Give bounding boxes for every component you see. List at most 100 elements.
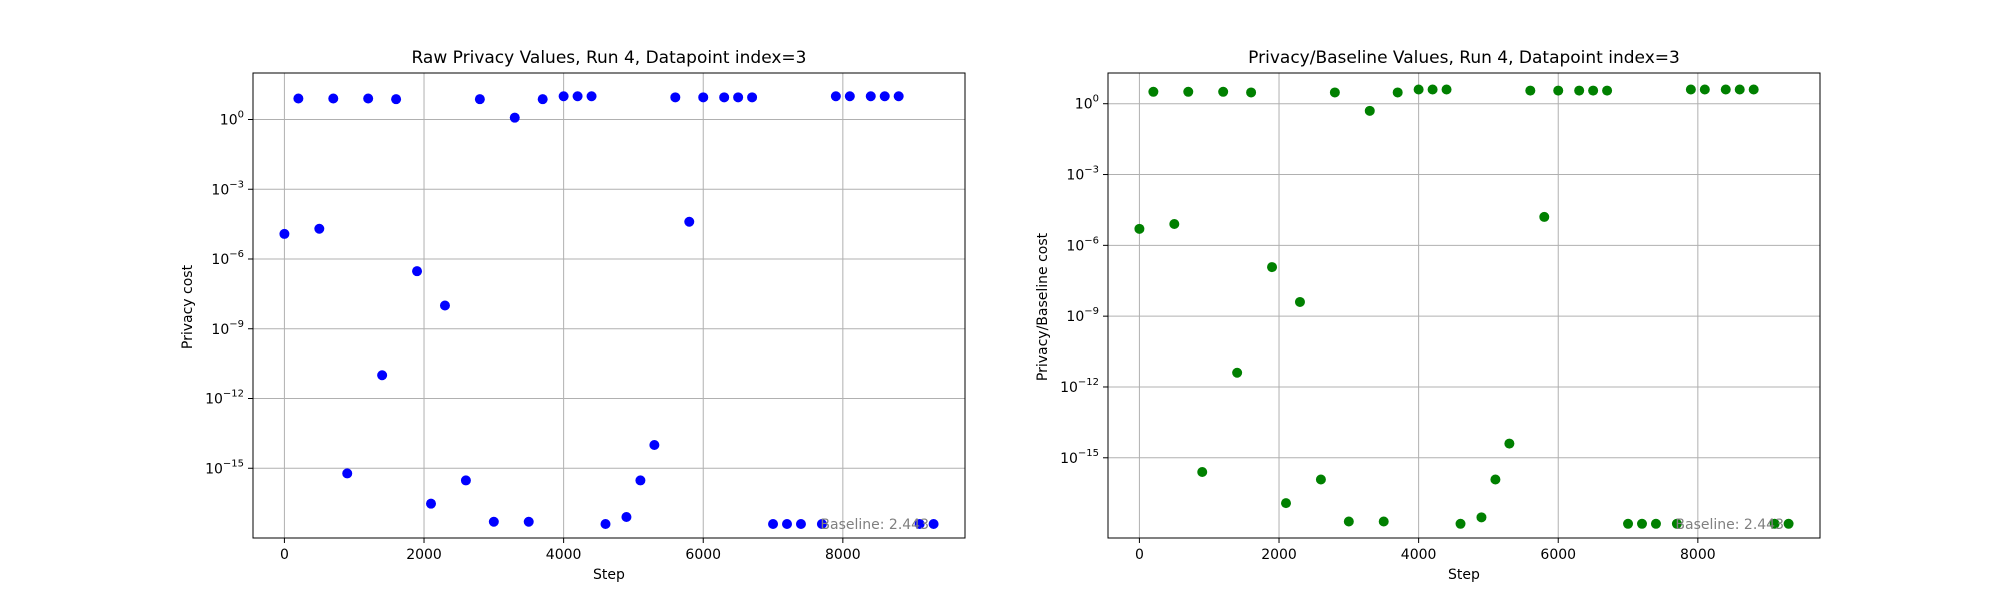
data-point — [509, 112, 520, 123]
data-point — [1685, 84, 1696, 95]
data-point — [865, 91, 876, 102]
y-tick-label: 10−15 — [205, 458, 244, 477]
data-point — [830, 91, 841, 102]
data-point — [1148, 86, 1159, 97]
y-tick-label: 10−9 — [1066, 306, 1099, 325]
x-tick-label: 8000 — [1680, 547, 1716, 563]
data-point — [684, 216, 695, 227]
y-tick-label: 10−9 — [211, 319, 244, 338]
data-point — [1602, 85, 1613, 96]
baseline-annotation: Baseline: 2.443 — [820, 517, 929, 533]
data-point — [1504, 438, 1515, 449]
data-point — [1413, 84, 1424, 95]
x-tick-label: 4000 — [1401, 547, 1437, 563]
data-point — [363, 93, 374, 104]
data-point — [1748, 84, 1759, 95]
right-chart: Privacy/Baseline Values, Run 4, Datapoin… — [1035, 48, 1821, 583]
data-point — [1588, 85, 1599, 96]
data-point — [670, 92, 681, 103]
left-y-axis-label: Privacy cost — [180, 264, 196, 349]
data-point — [768, 519, 779, 530]
data-point — [1329, 87, 1340, 98]
data-point — [795, 519, 806, 530]
data-point — [1392, 87, 1403, 98]
x-tick-label: 0 — [280, 547, 289, 563]
plot-frame — [1107, 72, 1821, 539]
data-point — [1232, 367, 1243, 378]
data-point — [914, 519, 925, 530]
data-point — [377, 370, 388, 381]
data-point — [1134, 223, 1145, 234]
right-plot-area: 0 2000 4000 6000 8000 10−15 10−12 10−9 10−6 10−3 1… — [1060, 72, 1821, 563]
data-point — [1637, 518, 1647, 529]
left-plot-area: 0 2000 4000 6000 8000 10−15 10−12 10−9 10−6 10−3 1… — [205, 72, 966, 563]
y-tick-label: 10−6 — [1066, 235, 1099, 254]
data-point — [733, 92, 744, 103]
x-tick-label: 6000 — [1540, 547, 1576, 563]
data-point — [649, 440, 660, 450]
data-point — [1734, 84, 1745, 95]
data-point — [1574, 85, 1585, 96]
right-x-axis-label: Step — [1448, 567, 1480, 583]
y-tick-label: 10−6 — [211, 249, 244, 268]
x-tick-label: 2000 — [406, 547, 442, 563]
data-point — [1769, 518, 1780, 529]
data-point — [1476, 512, 1487, 523]
data-point — [1441, 84, 1452, 95]
data-point — [1699, 84, 1710, 95]
data-point — [600, 519, 611, 530]
y-tick-label: 100 — [220, 110, 244, 129]
left-chart-title: Raw Privacy Values, Run 4, Datapoint ind… — [411, 48, 806, 68]
data-point — [1281, 498, 1291, 509]
data-point — [558, 91, 569, 102]
data-point — [537, 94, 548, 105]
data-point — [719, 92, 730, 103]
data-point — [879, 91, 890, 102]
left-chart: Raw Privacy Values, Run 4, Datapoint ind… — [180, 48, 966, 583]
data-point — [1671, 518, 1682, 529]
x-tick-label: 4000 — [546, 547, 582, 563]
data-point — [893, 91, 904, 102]
data-point — [1783, 518, 1794, 529]
data-point — [586, 91, 597, 102]
data-point — [1427, 84, 1438, 95]
data-point — [426, 498, 436, 509]
data-point — [572, 91, 583, 102]
baseline-annotation: Baseline: 2.443 — [1675, 517, 1784, 533]
data-point — [474, 94, 485, 105]
data-point — [488, 516, 499, 527]
x-tick-label: 2000 — [1261, 547, 1297, 563]
y-tick-label: 10−3 — [1066, 165, 1099, 184]
data-point — [928, 519, 939, 530]
data-point — [1246, 87, 1257, 98]
data-point — [1169, 219, 1180, 230]
data-point — [1294, 296, 1305, 307]
y-tick-label: 100 — [1075, 94, 1099, 113]
data-point — [816, 519, 827, 530]
data-point — [460, 475, 471, 486]
x-tick-label: 0 — [1135, 547, 1144, 563]
data-point — [314, 223, 325, 234]
data-point — [328, 93, 339, 104]
data-point — [1218, 86, 1229, 97]
data-point — [391, 94, 402, 105]
data-point — [439, 300, 450, 311]
data-point — [1315, 474, 1326, 485]
data-point — [523, 516, 534, 527]
data-point — [1525, 85, 1536, 96]
x-tick-label: 8000 — [825, 547, 861, 563]
data-point — [1378, 516, 1389, 527]
data-point — [1343, 516, 1354, 527]
x-tick-label: 6000 — [685, 547, 721, 563]
plot-frame — [252, 72, 966, 539]
data-point — [1183, 86, 1194, 97]
data-point — [1267, 262, 1278, 273]
y-tick-label: 10−12 — [1060, 377, 1099, 396]
data-point — [342, 468, 353, 479]
data-point — [782, 519, 792, 530]
y-tick-label: 10−15 — [1060, 448, 1099, 467]
data-point — [698, 92, 709, 103]
data-point — [1553, 85, 1564, 96]
data-point — [293, 93, 304, 104]
data-point — [621, 512, 632, 523]
